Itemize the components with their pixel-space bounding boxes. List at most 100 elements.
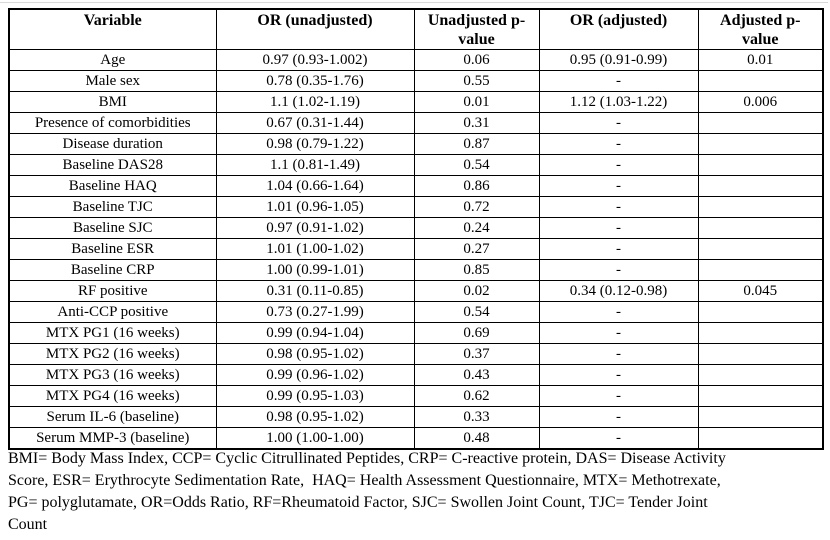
table-body: Age 0.97 (0.93-1.002) 0.06 0.95 (0.91-0.99)…	[8, 49, 824, 450]
footnote-line: BMI= Body Mass Index, CCP= Cyclic Citrul…	[8, 450, 726, 467]
variable-cell: RF positive	[8, 280, 217, 302]
table-cell: 0.37	[413, 343, 540, 365]
column-header-variable: Variable	[8, 8, 217, 50]
column-header-or-adjusted: OR (adjusted)	[538, 8, 699, 50]
table-cell: 0.33	[413, 406, 540, 428]
variable-cell: Presence of comorbidities	[8, 112, 217, 134]
table-cell	[697, 427, 824, 450]
table-cell: 0.99 (0.95-1.03)	[215, 385, 415, 407]
table-cell: 0.54	[413, 301, 540, 323]
table-cell: 0.67 (0.31-1.44)	[215, 112, 415, 134]
table-cell: 0.95 (0.91-0.99)	[538, 49, 699, 71]
table-cell: 1.12 (1.03-1.22)	[538, 91, 699, 113]
variable-cell: Baseline CRP	[8, 259, 217, 281]
table-cell: 0.99 (0.96-1.02)	[215, 364, 415, 386]
table-row: Baseline DAS28 1.1 (0.81-1.49) 0.54-	[8, 154, 824, 176]
table-row: Serum IL-6 (baseline) 0.98 (0.95-1.02) 0.3…	[8, 406, 824, 428]
table-header: Variable OR (unadjusted) Unadjusted p-va…	[8, 8, 824, 50]
table-cell: -	[538, 217, 699, 239]
results-table: Variable OR (unadjusted) Unadjusted p-va…	[8, 8, 824, 450]
table-cell	[697, 406, 824, 428]
table-cell: -	[538, 427, 699, 450]
table-row: Male sex 0.78 (0.35-1.76) 0.55-	[8, 70, 824, 92]
table-cell	[697, 70, 824, 92]
table-cell: 1.00 (1.00-1.00)	[215, 427, 415, 450]
page-top-rule	[0, 2, 828, 3]
table-cell: -	[538, 238, 699, 260]
table-cell: 0.06	[413, 49, 540, 71]
variable-cell: Serum IL-6 (baseline)	[8, 406, 217, 428]
table-cell: 1.01 (0.96-1.05)	[215, 196, 415, 218]
table-cell: -	[538, 364, 699, 386]
variable-cell: BMI	[8, 91, 217, 113]
table-row: Baseline ESR 1.01 (1.00-1.02) 0.27-	[8, 238, 824, 260]
variable-cell: Age	[8, 49, 217, 71]
table-cell: -	[538, 406, 699, 428]
table-cell	[697, 259, 824, 281]
variable-cell: Disease duration	[8, 133, 217, 155]
table-cell	[697, 343, 824, 365]
table-cell: -	[538, 301, 699, 323]
table-row: Presence of comorbidities 0.67 (0.31-1.44…	[8, 112, 824, 134]
table-row: MTX PG3 (16 weeks) 0.99 (0.96-1.02) 0.43-	[8, 364, 824, 386]
table-row: Baseline CRP 1.00 (0.99-1.01) 0.85-	[8, 259, 824, 281]
variable-cell: MTX PG1 (16 weeks)	[8, 322, 217, 344]
table-cell: 0.85	[413, 259, 540, 281]
table-row: Baseline TJC 1.01 (0.96-1.05) 0.72-	[8, 196, 824, 218]
table-cell	[697, 322, 824, 344]
abbreviations-footnote: BMI= Body Mass Index, CCP= Cyclic Citrul…	[8, 448, 826, 536]
table-cell: 0.87	[413, 133, 540, 155]
table-row: Age 0.97 (0.93-1.002) 0.06 0.95 (0.91-0.99)…	[8, 49, 824, 71]
footnote-line: Count	[8, 516, 48, 533]
table-cell: 1.01 (1.00-1.02)	[215, 238, 415, 260]
table-cell: 0.34 (0.12-0.98)	[538, 280, 699, 302]
table-cell	[697, 175, 824, 197]
table-row: MTX PG2 (16 weeks) 0.98 (0.95-1.02) 0.37-	[8, 343, 824, 365]
variable-cell: Baseline DAS28	[8, 154, 217, 176]
variable-cell: Anti-CCP positive	[8, 301, 217, 323]
table-cell	[697, 238, 824, 260]
table-cell	[697, 196, 824, 218]
table-cell: -	[538, 112, 699, 134]
table-row: Baseline HAQ 1.04 (0.66-1.64) 0.86-	[8, 175, 824, 197]
table-cell: 0.55	[413, 70, 540, 92]
table-cell: 0.31 (0.11-0.85)	[215, 280, 415, 302]
variable-cell: Baseline ESR	[8, 238, 217, 260]
table-cell: -	[538, 385, 699, 407]
column-header-unadjusted-p-value: Unadjusted p-value	[413, 8, 540, 50]
table-cell: 0.98 (0.95-1.02)	[215, 406, 415, 428]
table-cell: 1.04 (0.66-1.64)	[215, 175, 415, 197]
table-cell: 1.00 (0.99-1.01)	[215, 259, 415, 281]
table-cell: -	[538, 196, 699, 218]
variable-cell: Baseline HAQ	[8, 175, 217, 197]
variable-cell: Male sex	[8, 70, 217, 92]
table-cell: 0.54	[413, 154, 540, 176]
variable-cell: Baseline SJC	[8, 217, 217, 239]
table-cell: -	[538, 70, 699, 92]
table-cell	[697, 385, 824, 407]
table-cell: 0.98 (0.95-1.02)	[215, 343, 415, 365]
table-cell	[697, 154, 824, 176]
footnote-line: PG= polyglutamate, OR=Odds Ratio, RF=Rhe…	[8, 494, 708, 511]
table-cell	[697, 112, 824, 134]
table-cell: -	[538, 175, 699, 197]
table-row: Disease duration 0.98 (0.79-1.22) 0.87-	[8, 133, 824, 155]
table-cell: 0.97 (0.91-1.02)	[215, 217, 415, 239]
table-cell: 0.02	[413, 280, 540, 302]
table-cell: 0.98 (0.79-1.22)	[215, 133, 415, 155]
table-cell: 0.43	[413, 364, 540, 386]
table-cell: -	[538, 133, 699, 155]
table-row: MTX PG4 (16 weeks) 0.99 (0.95-1.03) 0.62-	[8, 385, 824, 407]
table-row: Serum MMP-3 (baseline) 1.00 (1.00-1.00) 0.…	[8, 427, 824, 450]
variable-cell: MTX PG3 (16 weeks)	[8, 364, 217, 386]
table-cell: -	[538, 259, 699, 281]
table-cell: 0.48	[413, 427, 540, 450]
table-cell	[697, 217, 824, 239]
header-row: Variable OR (unadjusted) Unadjusted p-va…	[8, 8, 824, 50]
table-cell: 0.73 (0.27-1.99)	[215, 301, 415, 323]
table-cell: -	[538, 322, 699, 344]
table-cell: 0.78 (0.35-1.76)	[215, 70, 415, 92]
table-row: MTX PG1 (16 weeks) 0.99 (0.94-1.04) 0.69-	[8, 322, 824, 344]
variable-cell: MTX PG2 (16 weeks)	[8, 343, 217, 365]
